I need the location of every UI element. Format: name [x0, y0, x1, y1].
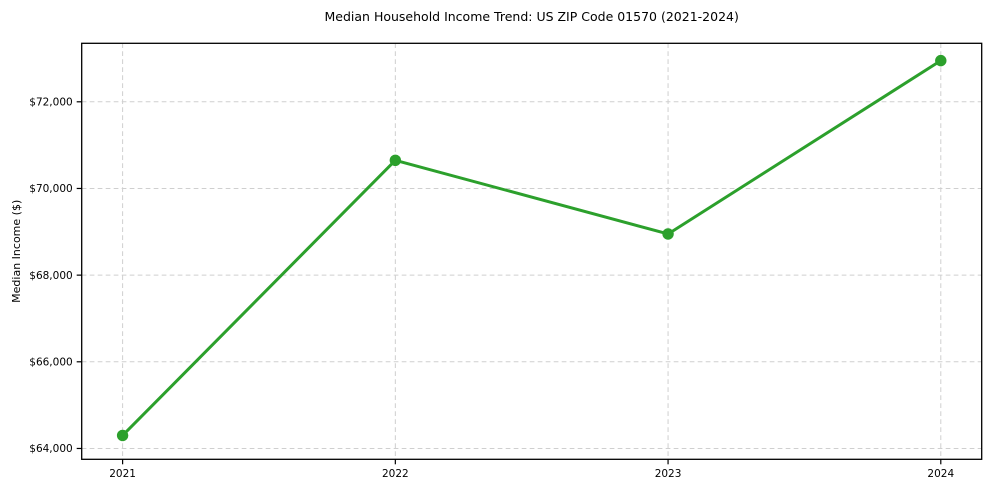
y-tick-label: $66,000 [29, 357, 72, 369]
data-point-2024 [935, 54, 947, 67]
y-tick-label: $64,000 [29, 443, 72, 455]
y-tick-label: $70,000 [29, 183, 72, 195]
tick-marks [76, 101, 942, 465]
y-axis-label: Median Income ($) [10, 200, 23, 303]
chart-title: Median Household Income Trend: US ZIP Co… [325, 9, 739, 24]
x-tick-label: 2022 [382, 468, 409, 480]
y-tick-label: $72,000 [29, 97, 72, 109]
data-point-2022 [389, 154, 402, 166]
x-tick-label: 2023 [655, 468, 682, 480]
tick-labels: $64,000 $66,000 $68,000 $70,000 $72,000 2021 2… [29, 97, 954, 480]
plot-spines [81, 42, 983, 460]
series-line [121, 59, 943, 437]
data-point-2021 [116, 429, 129, 442]
data-point-2023 [662, 228, 674, 240]
plot-series [116, 54, 947, 442]
x-tick-label: 2024 [927, 468, 954, 480]
axes-box [81, 42, 983, 460]
y-tick-label: $68,000 [29, 270, 72, 282]
x-tick-label: 2021 [109, 468, 136, 480]
gridlines [81, 43, 982, 460]
